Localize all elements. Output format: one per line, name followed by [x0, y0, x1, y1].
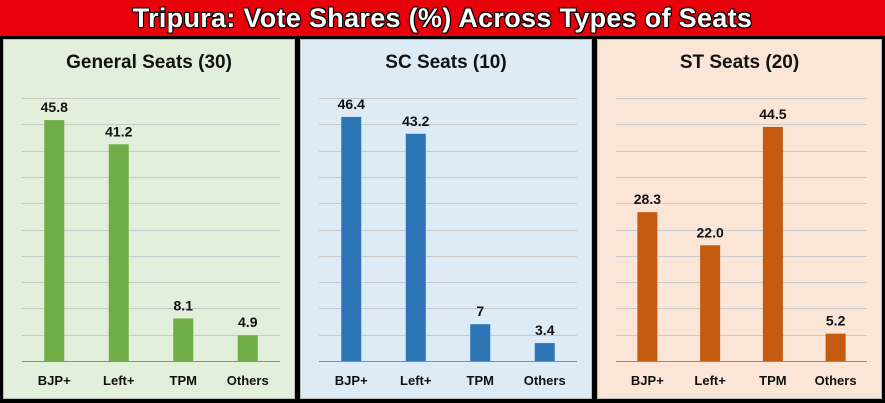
general-category-label-2: TPM	[170, 373, 197, 388]
st-category-label-3: Others	[815, 373, 857, 388]
general-bar-3	[237, 335, 258, 361]
sc-bar-2	[470, 324, 491, 361]
st-category-label-0: BJP+	[631, 373, 664, 388]
st-data-label-3: 5.2	[826, 313, 846, 329]
general-bar-1	[108, 144, 129, 361]
st-seats-panel: ST Seats (20) 28.3 BJP+ 22.0 Left+ 44.5 TPM 5.…	[597, 39, 882, 399]
st-chart-svg: 28.3 BJP+ 22.0 Left+ 44.5 TPM 5.2 Others	[616, 98, 867, 388]
panel-title-general: General Seats (30)	[66, 52, 232, 73]
chart-title: Tripura: Vote Shares (%) Across Types of…	[132, 2, 753, 33]
st-bar-1	[700, 245, 721, 361]
st-category-label-2: TPM	[759, 373, 786, 388]
st-seats-plot: 28.3 BJP+ 22.0 Left+ 44.5 TPM 5.2 Others	[598, 40, 881, 398]
general-bar-2	[173, 318, 194, 361]
general-category-label-0: BJP+	[38, 373, 71, 388]
general-seats-plot: 45.8 BJP+ 41.2 Left+ 8.1 TPM 4.9 Others	[4, 40, 294, 398]
general-category-label-1: Left+	[103, 373, 135, 388]
general-data-label-2: 8.1	[174, 297, 194, 313]
general-category-label-3: Others	[227, 373, 269, 388]
sc-data-label-1: 43.2	[402, 113, 429, 129]
st-category-label-1: Left+	[694, 373, 726, 388]
st-bar-2	[762, 126, 783, 362]
st-data-label-1: 22.0	[697, 224, 724, 240]
general-data-label-0: 45.8	[41, 99, 68, 115]
sc-category-label-3: Others	[524, 373, 566, 388]
panel-title-st: ST Seats (20)	[679, 52, 800, 73]
panel-title-sc: SC Seats (10)	[385, 52, 507, 73]
sc-chart-svg: 46.4 BJP+ 43.2 Left+ 7 TPM 3.4 Others	[319, 96, 577, 388]
general-chart-svg: 45.8 BJP+ 41.2 Left+ 8.1 TPM 4.9 Others	[22, 98, 280, 388]
general-data-label-1: 41.2	[105, 123, 132, 139]
st-bar-3	[825, 333, 846, 361]
sc-bar-0	[341, 116, 362, 361]
sc-data-label-2: 7	[476, 303, 484, 319]
sc-bar-1	[405, 133, 426, 361]
sc-category-label-0: BJP+	[335, 373, 368, 388]
sc-data-label-0: 46.4	[338, 96, 365, 112]
title-bar: Tripura: Vote Shares (%) Across Types of…	[0, 0, 885, 36]
sc-bar-3	[534, 343, 555, 361]
st-data-label-0: 28.3	[634, 191, 661, 207]
sc-category-label-1: Left+	[400, 373, 432, 388]
general-data-label-3: 4.9	[238, 314, 258, 330]
sc-data-label-3: 3.4	[535, 322, 555, 338]
sc-category-label-2: TPM	[467, 373, 494, 388]
st-data-label-2: 44.5	[759, 106, 786, 122]
general-bar-0	[44, 120, 65, 361]
st-bar-0	[637, 212, 658, 361]
general-seats-panel: General Seats (30) 45.8 BJP+ 41.2 Left+ 8.1 T…	[3, 39, 295, 399]
sc-seats-plot: 46.4 BJP+ 43.2 Left+ 7 TPM 3.4 Others	[301, 40, 591, 398]
sc-seats-panel: SC Seats (10) 46.4 BJP+ 43.2 Left+ 7 TPM 3.4 Ot…	[300, 39, 592, 399]
